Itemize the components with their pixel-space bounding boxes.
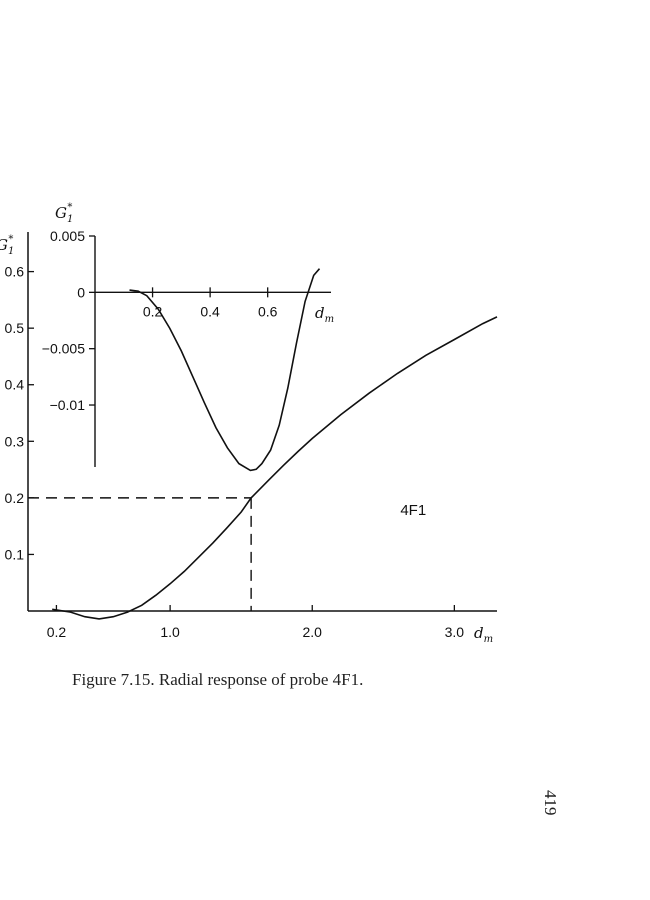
- main-series-line: [52, 316, 498, 620]
- inset-y-tick-label-0: 0.005: [50, 228, 85, 244]
- main-x-ticks: 0.2 1.0 2.0 3.0: [47, 605, 465, 640]
- main-y-ticks: 0.1 0.2 0.3 0.4 0.5 0.6: [5, 264, 34, 562]
- main-x-tick-label-2: 2.0: [303, 624, 323, 640]
- inset-y-axis-label: G1*: [55, 202, 73, 225]
- inset-y-tick-label-3: −0.01: [50, 397, 86, 413]
- page-number: 419: [541, 790, 560, 816]
- main-y-tick-label-4: 0.5: [5, 320, 25, 336]
- main-x-tick-label-0: 0.2: [47, 624, 67, 640]
- main-y-axis-label: G1*: [0, 234, 14, 257]
- main-x-axis-label: dm: [474, 624, 493, 645]
- main-y-tick-label-3: 0.4: [5, 377, 25, 393]
- inset-y-tick-label-1: 0: [77, 284, 85, 300]
- inset-x-tick-label-2: 0.6: [258, 303, 278, 319]
- inset-y-ticks: 0.005 0 −0.005 −0.01: [42, 228, 95, 413]
- main-curve-annotation: 4F1: [400, 502, 426, 519]
- main-y-tick-label-1: 0.2: [5, 490, 25, 506]
- inset-x-axis-label: dm: [315, 304, 334, 325]
- figure-caption: Figure 7.15. Radial response of probe 4F…: [72, 670, 364, 689]
- inset-series-line: [129, 268, 321, 472]
- main-y-tick-label-2: 0.3: [5, 433, 25, 449]
- main-y-tick-label-5: 0.6: [5, 264, 25, 280]
- main-chart: 0.1 0.2 0.3 0.4 0.5 0.6 0.2 1.0 2.0 3.0 G1* dm 4…: [0, 232, 498, 645]
- main-x-tick-label-3: 3.0: [445, 624, 465, 640]
- main-y-tick-label-0: 0.1: [5, 546, 25, 562]
- main-x-tick-label-1: 1.0: [160, 624, 180, 640]
- inset-x-tick-label-1: 0.4: [200, 303, 220, 319]
- inset-y-tick-label-2: −0.005: [42, 341, 85, 357]
